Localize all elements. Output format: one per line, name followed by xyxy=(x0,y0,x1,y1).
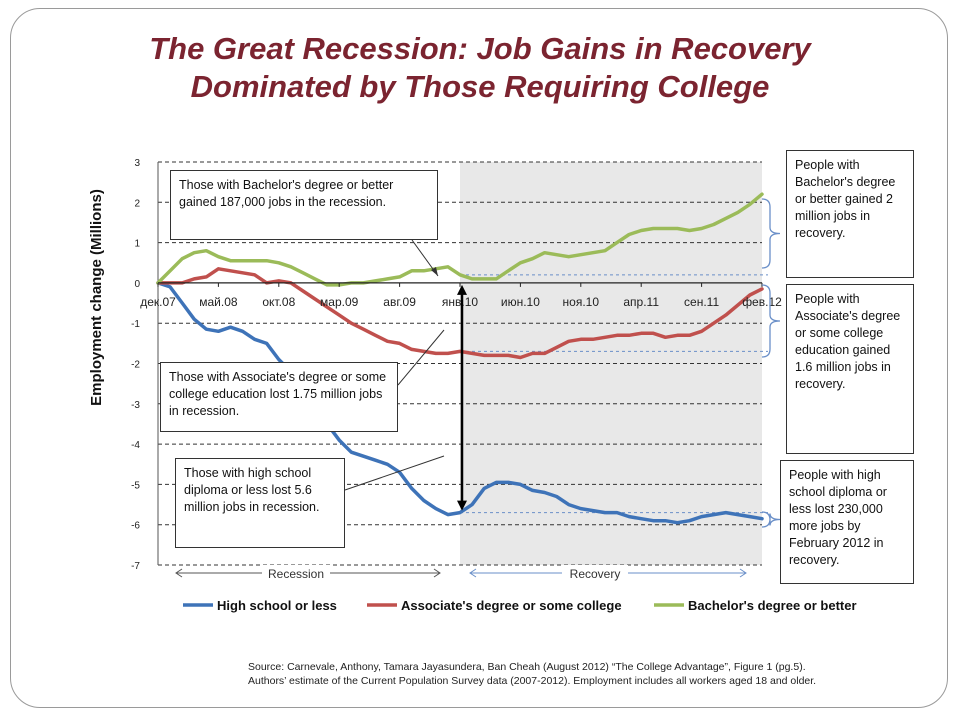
phase-label-recovery: Recovery xyxy=(570,567,621,581)
x-tick-label: сен.11 xyxy=(684,295,719,309)
x-tick-label: июн.10 xyxy=(501,295,540,309)
y-tick-label: 0 xyxy=(134,279,140,290)
series-line-associate-s-degree-or-some-college xyxy=(156,267,764,360)
y-tick-label: -7 xyxy=(131,561,140,572)
callout-highschool-recovery: People with high school diploma or less … xyxy=(780,460,914,584)
y-axis-label: Employment change (Millions) xyxy=(88,189,105,406)
series-line-high-school-or-less xyxy=(156,281,764,525)
source-note: Source: Carnevale, Anthony, Tamara Jayas… xyxy=(248,660,948,688)
y-tick-label: -2 xyxy=(131,360,140,371)
y-tick-label: -6 xyxy=(131,521,140,532)
series-line-bachelor-s-degree-or-better xyxy=(156,192,764,287)
recovery-arrow-right xyxy=(739,568,747,578)
x-tick-label: фев.12 xyxy=(742,295,782,309)
x-tick-label: окт.08 xyxy=(262,295,295,309)
pointer-highschool xyxy=(344,455,445,491)
callout-associate-recession: Those with Associate's degree or some co… xyxy=(160,362,398,432)
bracket-bachelor xyxy=(761,198,781,269)
legend-label: High school or less xyxy=(217,598,337,613)
x-tick-label: мар.09 xyxy=(320,295,359,309)
recession-arrow-left xyxy=(175,568,183,578)
page-title: The Great Recession: Job Gains in Recove… xyxy=(0,30,960,106)
phase-label-recession: Recession xyxy=(268,567,324,581)
y-tick-label: -4 xyxy=(131,440,140,451)
title-line-2: Dominated by Those Requiring College xyxy=(190,69,770,104)
y-tick-label: 2 xyxy=(134,198,140,209)
x-tick-label: янв.10 xyxy=(442,295,479,309)
y-tick-label: -5 xyxy=(131,480,140,491)
arrow-head-up xyxy=(457,284,467,295)
x-tick-label: май.08 xyxy=(199,295,238,309)
callout-highschool-recession: Those with high school diploma or less l… xyxy=(175,458,345,548)
recovery-label-bg xyxy=(562,565,628,581)
pointer-associate xyxy=(397,329,445,386)
bracket-highschool xyxy=(761,511,781,528)
x-tick-label: дек.07 xyxy=(140,295,176,309)
recession-label-bg xyxy=(262,565,330,581)
y-tick-label: -3 xyxy=(131,400,140,411)
title-line-1: The Great Recession: Job Gains in Recove… xyxy=(149,31,811,66)
recession-arrow-right xyxy=(433,568,441,578)
source-line-1: Source: Carnevale, Anthony, Tamara Jayas… xyxy=(248,661,806,673)
y-tick-label: -1 xyxy=(131,319,140,330)
source-line-2: Authors’ estimate of the Current Populat… xyxy=(248,675,817,687)
legend-label: Associate's degree or some college xyxy=(401,598,622,613)
x-tick-label: авг.09 xyxy=(383,295,416,309)
callout-associate-recovery: People with Associate's degree or some c… xyxy=(786,284,914,454)
callout-bachelor-recovery: People with Bachelor's degree or better … xyxy=(786,150,914,278)
x-tick-label: апр.11 xyxy=(623,295,659,309)
legend-label: Bachelor's degree or better xyxy=(688,598,857,613)
y-tick-label: 3 xyxy=(134,158,140,169)
arrow-head-down xyxy=(457,500,467,511)
recovery-arrow-left xyxy=(469,568,477,578)
y-tick-label: 1 xyxy=(134,239,140,250)
bracket-associate xyxy=(761,284,781,358)
pointer-head xyxy=(431,267,438,276)
x-tick-label: ноя.10 xyxy=(563,295,600,309)
callout-bachelor-recession: Those with Bachelor's degree or better g… xyxy=(170,170,438,240)
